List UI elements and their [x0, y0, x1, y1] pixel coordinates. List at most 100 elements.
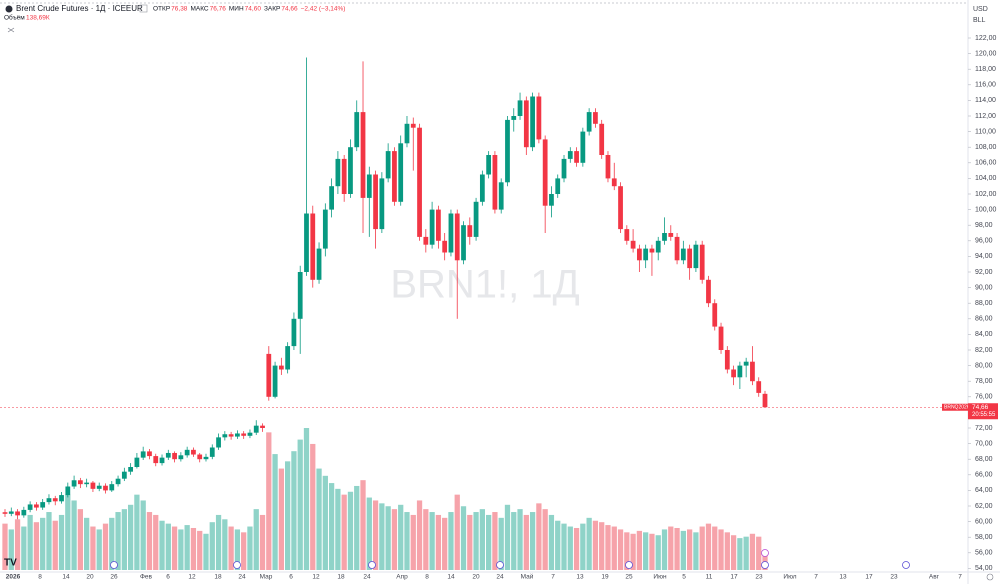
volume-bar: [379, 503, 385, 570]
indicator-button[interactable]: [139, 4, 148, 13]
volume-bar: [705, 523, 712, 570]
event-icon: [368, 561, 376, 569]
candle-body: [756, 381, 762, 393]
volume-bar: [366, 497, 372, 570]
volume-bar: [567, 526, 573, 570]
legend-label: МИН: [229, 6, 244, 13]
volume-bar: [316, 468, 322, 570]
volume-bar: [630, 533, 636, 570]
candle-body: [492, 155, 498, 210]
volume-bar: [2, 523, 8, 570]
settings-icon[interactable]: [986, 573, 994, 581]
x-tick-label: 18: [337, 574, 345, 581]
candle-body: [8, 511, 14, 514]
volume-bar: [209, 522, 215, 570]
legend-value: 76,76: [210, 6, 227, 13]
x-tick-label: 19: [601, 574, 609, 581]
volume-bar: [140, 500, 146, 570]
candle-body: [266, 353, 272, 397]
volume-bar: [467, 514, 473, 570]
volume-bar: [234, 529, 241, 570]
event-icon: [233, 561, 241, 569]
x-tick-label: 7: [551, 574, 555, 581]
candle-body: [523, 100, 529, 148]
volume-bar: [686, 529, 693, 570]
candle-body: [410, 123, 416, 128]
currency[interactable]: USD: [973, 6, 988, 13]
volume-bar: [84, 517, 90, 570]
volume-bar: [121, 509, 127, 570]
x-tick-label: 24: [238, 574, 246, 581]
candle-body: [59, 495, 64, 502]
x-tick-label: 25: [625, 574, 633, 581]
y-tick-label: 118,00: [975, 66, 996, 73]
x-tick-label: 8: [38, 574, 42, 581]
candle-body: [674, 236, 680, 261]
candle-body: [536, 96, 542, 140]
candle-body: [253, 425, 259, 433]
y-tick-label: 114,00: [975, 97, 996, 104]
candle-body: [636, 248, 642, 261]
x-tick-label: Апр: [396, 574, 408, 581]
volume-bar: [197, 530, 203, 570]
x-tick-label: 20: [86, 574, 94, 581]
volume-bar: [643, 532, 649, 570]
candle-body: [310, 213, 316, 280]
volume-bar: [454, 494, 460, 570]
volume-bar: [429, 512, 435, 570]
y-tick-label: 80,00: [975, 362, 993, 369]
x-tick-label: 5: [682, 574, 686, 581]
candle-body: [643, 248, 649, 261]
candle-body: [184, 449, 190, 456]
candle-body: [278, 365, 284, 370]
y-tick-label: 116,00: [975, 82, 996, 89]
volume-bar: [372, 500, 379, 570]
volume-bar: [636, 530, 643, 570]
x-tick-label: Май: [521, 573, 534, 581]
x-tick-label: 14: [62, 574, 70, 581]
candle-body: [285, 346, 291, 370]
price-tag-value: 74,66: [972, 404, 989, 411]
x-tick-label: 17: [865, 574, 873, 581]
candle-body: [203, 456, 209, 460]
volume-bar: [605, 525, 611, 570]
candle-body: [479, 174, 485, 202]
candle-body: [586, 112, 592, 132]
volume-bar: [297, 439, 303, 570]
y-tick-label: 78,00: [975, 378, 993, 385]
unit[interactable]: BLL: [973, 17, 986, 24]
volume-bar: [347, 491, 354, 570]
candle-body: [429, 209, 435, 245]
event-icon: [761, 561, 769, 569]
volume-bar: [127, 504, 134, 570]
tv-logo: TV: [4, 558, 17, 569]
candle-body: [360, 112, 366, 198]
collapse-icon[interactable]: [7, 27, 15, 33]
candle-body: [348, 147, 353, 194]
candle-body: [121, 471, 127, 479]
volume-bar: [680, 530, 686, 570]
candle-body: [649, 248, 655, 253]
candle-body: [718, 326, 724, 350]
x-tick-label: 7: [814, 574, 818, 581]
x-tick-label: Фев: [140, 574, 153, 581]
volume-bar: [222, 519, 228, 570]
volume-bar: [448, 512, 454, 570]
volume-bar: [241, 532, 247, 570]
volume-bar: [617, 529, 624, 570]
candle-body: [147, 451, 152, 457]
plot-layer: ОТКР 76,38 МАКС 76,76 МИН 74,60 ЗАКР 74,66 −2,42…: [0, 6, 998, 581]
volume-bar: [492, 512, 498, 570]
x-tick-label: 23: [755, 574, 763, 581]
volume-bar: [718, 529, 724, 570]
x-tick-label: Июн: [653, 574, 667, 581]
y-tick-label: 106,00: [975, 160, 997, 167]
volume-bar: [586, 517, 592, 570]
event-icon: [761, 549, 769, 557]
candle-body: [260, 425, 265, 428]
candle-body: [699, 244, 705, 280]
candle-body: [329, 186, 334, 210]
volume-bar: [335, 488, 341, 570]
candle-body: [580, 131, 586, 163]
